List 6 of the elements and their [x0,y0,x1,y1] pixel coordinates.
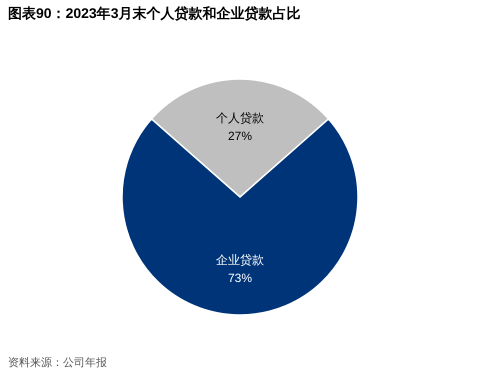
slice-label: 个人贷款 [216,111,264,126]
data-label: 27% [228,129,252,144]
slice-label: 企业贷款 [216,252,264,267]
chart-title: 图表90：2023年3月末个人贷款和企业贷款占比 [8,5,301,21]
text: 资料来源：公司年报 [8,356,107,369]
data-label: 73% [228,270,252,285]
